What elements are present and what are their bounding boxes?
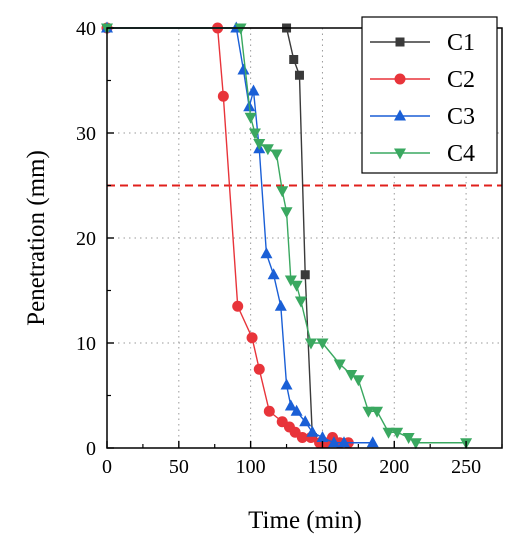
series-c2-point: [246, 332, 258, 344]
y-tick-label: 10: [76, 333, 96, 355]
series-c2-point: [296, 432, 308, 443]
grid: [107, 27, 502, 448]
series-c4-point: [244, 112, 257, 124]
legend-c1-label: C1: [447, 30, 475, 56]
series-group: [101, 21, 473, 450]
x-tick-label: 0: [102, 456, 112, 478]
series-c3-line: [107, 27, 373, 444]
series-c1-point: [294, 70, 304, 80]
legend-c4-marker: [394, 148, 406, 160]
x-axis-label: Time (min): [248, 507, 362, 534]
series-c2-point: [232, 300, 244, 312]
series-c4-point: [362, 406, 375, 418]
series-c4: [101, 23, 473, 450]
series-c4-point: [382, 427, 395, 439]
series-c4-point: [333, 359, 346, 371]
series-c3-point: [338, 436, 350, 448]
series-c2-point: [217, 90, 229, 102]
y-tick-label: 30: [76, 123, 96, 145]
y-tick-label: 0: [86, 438, 96, 460]
legend-c3-label: C3: [447, 104, 475, 130]
series-c4-point: [270, 149, 283, 161]
series-c4-point: [290, 280, 303, 292]
x-tick-label: 250: [451, 456, 481, 478]
series-c4-point: [345, 370, 358, 381]
series-c3-point: [306, 425, 319, 437]
series-c2-line: [107, 27, 349, 444]
series-c3-point: [299, 415, 312, 427]
series-c4-point: [316, 338, 329, 350]
series-c4-point: [276, 186, 289, 198]
x-tick-label: 200: [379, 456, 409, 478]
series-c1: [102, 23, 330, 448]
y-axis-label: Penetration (mm): [23, 150, 50, 326]
series-c3-point: [327, 436, 340, 448]
x-tick-label: 100: [236, 456, 266, 478]
axes: 0 50 100 150 200 250 0 10 20 30 40: [76, 18, 503, 478]
series-c3-point: [366, 436, 379, 448]
x-tick-label: 150: [307, 456, 337, 478]
legend: C1 C2 C3 C4: [361, 16, 498, 174]
series-c4-point: [371, 406, 384, 418]
series-c3-point: [237, 63, 250, 75]
legend-c2-label: C2: [447, 67, 475, 93]
series-c4-point: [234, 23, 247, 35]
series-c4-point: [248, 128, 261, 140]
series-c4-point: [409, 438, 422, 450]
series-c3-point: [316, 431, 329, 442]
series-c2: [101, 22, 354, 449]
legend-c4-label: C4: [447, 141, 475, 167]
series-c1-line: [107, 27, 326, 444]
legend-c1-marker: [395, 37, 405, 47]
series-c3-point: [260, 247, 273, 259]
y-tick-label: 20: [76, 228, 96, 250]
series-c3: [101, 21, 379, 448]
series-c3-point: [284, 399, 297, 411]
legend-c2-marker: [394, 73, 406, 85]
series-c4-point: [294, 296, 307, 308]
series-c4-point: [304, 338, 317, 350]
x-tick-label: 50: [169, 456, 189, 478]
legend-box: [361, 16, 498, 174]
series-c2-point: [253, 363, 265, 375]
series-c2-point: [263, 405, 275, 417]
series-c3-point: [290, 404, 303, 416]
series-c3-point: [247, 84, 260, 96]
legend-c3-marker: [394, 109, 406, 121]
series-c1-point: [300, 270, 310, 280]
y-tick-label: 40: [76, 18, 96, 40]
series-c4-point: [253, 139, 266, 150]
series-c4-point: [391, 427, 404, 439]
series-c3-point: [267, 268, 280, 280]
series-c4-point: [352, 375, 365, 387]
series-c1-point: [289, 55, 299, 64]
series-c3-point: [280, 378, 293, 390]
series-c4-point: [280, 207, 293, 219]
series-c4-point: [402, 433, 415, 444]
series-c3-point: [274, 299, 287, 311]
series-c4-point: [261, 144, 274, 156]
